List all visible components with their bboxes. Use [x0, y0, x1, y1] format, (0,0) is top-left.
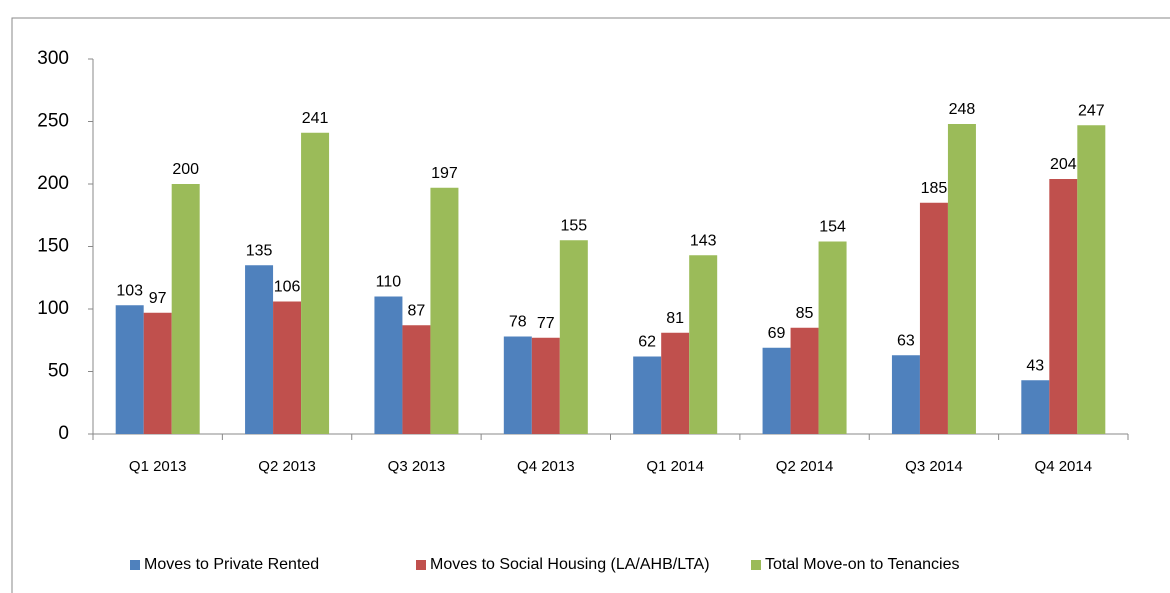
data-label: 248: [949, 101, 976, 118]
bar: [689, 255, 718, 434]
bar: [1077, 125, 1106, 434]
data-label: 185: [921, 180, 948, 197]
bar: [273, 301, 302, 434]
x-tick-label: Q4 2014: [1035, 458, 1093, 475]
data-label: 97: [149, 290, 167, 307]
bar: [531, 337, 560, 434]
data-label: 241: [302, 110, 329, 127]
bar: [374, 296, 403, 434]
data-label: 103: [116, 282, 143, 299]
legend-swatch: [751, 560, 761, 570]
x-tick-label: Q2 2014: [776, 458, 834, 475]
x-tick-label: Q2 2013: [258, 458, 316, 475]
data-label: 106: [274, 279, 301, 296]
data-label: 110: [376, 274, 402, 291]
bar: [559, 240, 588, 434]
bar: [245, 265, 274, 434]
data-label: 69: [768, 325, 786, 342]
data-label: 77: [537, 315, 555, 332]
chart-frame: [11, 17, 1170, 593]
data-label: 87: [408, 302, 426, 319]
data-label: 154: [819, 219, 846, 236]
data-label: 204: [1050, 156, 1077, 173]
bar: [143, 312, 172, 434]
bar: [301, 132, 330, 434]
legend-swatch: [416, 560, 426, 570]
data-label: 78: [509, 314, 527, 331]
y-tick-label: 300: [37, 48, 69, 69]
x-tick-label: Q4 2013: [517, 458, 575, 475]
data-label: 143: [690, 232, 717, 249]
bar: [790, 327, 819, 434]
x-tick-label: Q1 2013: [129, 458, 187, 475]
bar: [633, 356, 662, 434]
bar: [171, 184, 200, 434]
y-tick-label: 0: [58, 423, 69, 444]
bar: [919, 202, 948, 434]
data-label: 200: [172, 161, 199, 178]
x-tick-label: Q3 2014: [905, 458, 963, 475]
legend-label: Moves to Social Housing (LA/AHB/LTA): [430, 556, 710, 573]
data-label: 62: [638, 334, 656, 351]
legend-label: Total Move-on to Tenancies: [765, 556, 959, 573]
bar: [818, 241, 847, 434]
y-tick-label: 150: [37, 236, 69, 257]
bar: [402, 325, 431, 434]
y-tick-label: 100: [37, 298, 69, 319]
data-label: 247: [1078, 102, 1105, 119]
bar: [947, 124, 976, 434]
data-label: 43: [1026, 357, 1044, 374]
bar: [891, 355, 920, 434]
data-label: 81: [666, 310, 684, 327]
x-tick-label: Q1 2014: [646, 458, 704, 475]
data-label: 135: [246, 242, 273, 259]
y-tick-label: 200: [37, 173, 69, 194]
bar: [1049, 179, 1078, 434]
bar: [503, 336, 532, 434]
data-label: 197: [431, 165, 458, 182]
bar: [762, 347, 791, 434]
y-tick-label: 250: [37, 111, 69, 132]
x-tick-label: Q3 2013: [388, 458, 446, 475]
legend-label: Moves to Private Rented: [144, 556, 319, 573]
bar: [430, 187, 459, 434]
bar: [115, 305, 144, 434]
bar: [1021, 380, 1050, 434]
bar: [661, 332, 690, 434]
legend-swatch: [130, 560, 140, 570]
y-tick-label: 50: [48, 361, 69, 382]
data-label: 155: [560, 217, 587, 234]
data-label: 63: [897, 332, 915, 349]
data-label: 85: [796, 305, 814, 322]
